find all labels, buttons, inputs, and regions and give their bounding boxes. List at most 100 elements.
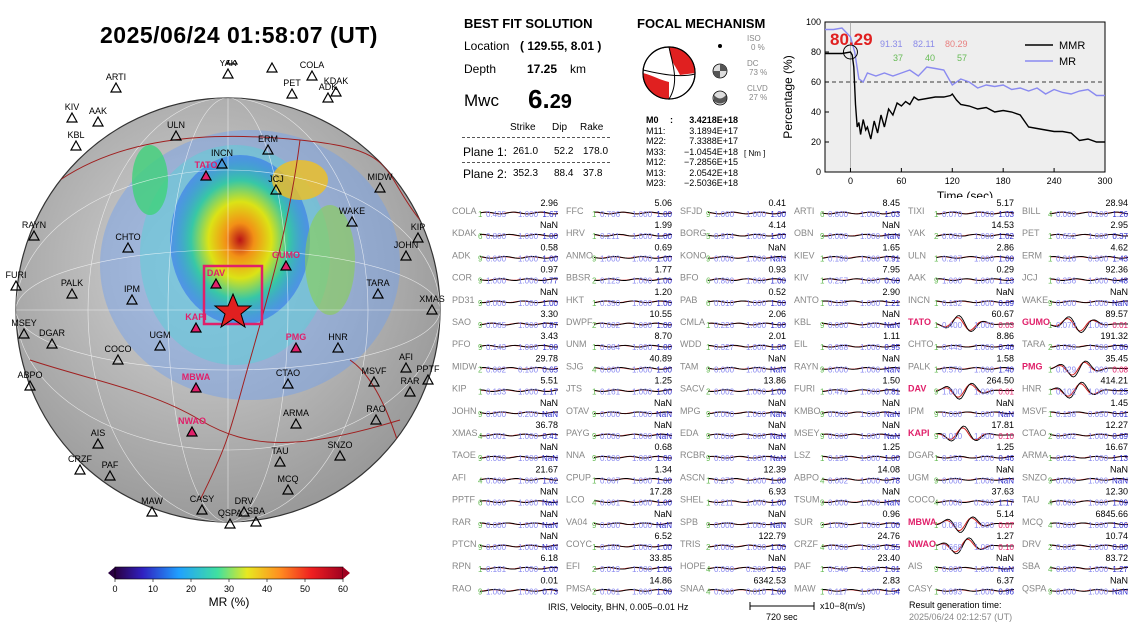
station-label: MSVF [361,366,387,376]
waveform-param-c: 1.00 [542,232,558,241]
waveform-param-a: 0.000 [486,476,507,485]
waveform-param-b: 1.000 [518,321,539,330]
waveform-param-c: 1.13 [1112,454,1128,463]
waveform-flag: 2 [934,232,939,241]
waveform-flag: 2 [1048,343,1053,352]
waveform-mr-value: 6.37 [996,575,1014,585]
tensor-row: M22: 7.3388E+17 [646,136,738,147]
waveform-station-name: TAOE [452,450,476,460]
waveform-mr-value: NaN [1110,575,1128,585]
waveform-param-a: 0.000 [600,410,621,419]
waveform-panel: TATO 60.67 1 0.400 1.000 0.03 [908,309,1015,332]
waveform-station-name: NWAO [908,539,936,549]
waveform-param-c: 0.10 [998,543,1014,552]
waveform-param-c: NaN [998,565,1014,574]
location-label: Location [464,39,510,53]
observed-trace [935,300,1015,304]
waveform-station-name: TAM [680,361,698,371]
waveform-station-name: HRV [566,228,585,238]
waveform-param-c: 1.00 [542,565,558,574]
tensor-row: M11: 3.1894E+17 [646,126,738,137]
plane1-rake: 178.0 [583,146,609,157]
waveform-mr-value: 0.41 [768,198,786,208]
station-label: ABPO [17,370,42,380]
waveform-mr-value: NaN [996,398,1014,408]
waveform-panel: EDA NaN 9 0.000 1.000 NaN [680,420,786,441]
waveform-param-b: 1.000 [518,454,539,463]
waveform-mr-value: 14.86 [649,575,672,585]
waveform-panel: JOHN NaN 9 0.000 0.200 NaN [452,398,558,419]
waveform-panel: COLA 2.96 1 0.435 1.000 1.67 [452,198,559,219]
observed-trace [708,478,787,481]
waveform-mr-value: 4.62 [1110,242,1128,252]
station-label: AAK [89,106,107,116]
waveform-mr-value: 1.65 [882,242,900,252]
waveform-param-c: 0.48 [1112,277,1128,286]
station-label: TARA [366,278,389,288]
waveform-station-name: PTCN [452,539,477,549]
waveform-param-c: 0.07 [998,521,1014,530]
waveform-panel: INCN NaN 1 0.132 1.000 0.69 [908,287,1015,308]
tensor-value: −7.2856E+15 [683,157,738,167]
dc-value: 73 % [749,68,768,77]
waveform-param-b: 1.000 [632,321,653,330]
decomposition-icons [712,44,728,106]
waveform-panel: KBL NaN 9 0.000 1.000 NaN [794,309,900,330]
waveform-param-c: 1.00 [542,299,558,308]
waveform-flag: 9 [592,410,597,419]
legend-label: MMR [1059,40,1085,52]
waveform-station-name: NNA [566,450,585,460]
waveform-flag: 1 [1048,388,1053,397]
waveform-mr-value: NaN [1110,464,1128,474]
waveform-mr-value: NaN [768,353,786,363]
waveform-station-name: INCN [908,295,930,305]
waveform-param-a: 0.000 [486,521,507,530]
station-label: HNR [328,332,348,342]
waveform-flag: 9 [592,454,597,463]
waveform-param-a: 0.117 [828,587,848,596]
waveform-param-a: 0.000 [1056,476,1077,485]
waveform-mr-value: 2.01 [768,331,786,341]
waveform-param-b: 1.000 [746,277,767,286]
waveform-panel: MIDW 29.78 2 0.002 0.100 0.65 [452,353,559,374]
waveform-mr-value: 8.86 [996,331,1014,341]
waveform-station-name: EIL [794,339,808,349]
waveform-mr-value: 1.20 [654,287,672,297]
waveform-param-a: 0.000 [714,521,735,530]
station-label: PAF [102,460,119,470]
waveform-panel: KMBO NaN 9 0.000 1.000 NaN [794,398,900,419]
waveform-flag: 1 [1048,321,1053,330]
waveform-param-b: 1.000 [860,343,881,352]
observed-trace [821,433,901,437]
waveform-param-a: 0.138 [1056,410,1077,419]
waveform-param-c: NaN [770,521,786,530]
waveform-param-a: 0.327 [714,343,735,352]
waveform-flag: 2 [1048,432,1053,441]
waveform-flag: 1 [934,343,939,352]
waveform-station-name: KONO [680,250,707,260]
waveform-panel: NWAO 1.27 1 0.668 1.000 0.10 [908,531,1015,555]
time-scale-bar [749,602,815,610]
waveform-param-c: NaN [656,521,672,530]
waveform-panel: YAK 14.53 2 0.003 1.000 1.02 [908,220,1015,241]
observed-trace [479,322,559,326]
waveform-param-a: 1.000 [600,254,621,263]
waveform-param-c: NaN [1112,476,1128,485]
waveform-param-b: 1.000 [632,521,653,530]
waveform-station-name: SJG [566,361,584,371]
waveform-param-c: 0.91 [884,254,900,263]
station-triangle-icon [261,143,275,155]
waveform-flag: 9 [706,365,711,374]
chart-annotation: 57 [957,53,967,63]
iso-value: 0 % [751,43,765,52]
waveform-panel: PAB 0.52 6 0.010 1.000 1.00 [680,287,787,308]
station-label: ADK [319,82,338,92]
waveform-param-a: 0.800 [486,232,507,241]
waveform-param-a: 0.000 [600,521,621,530]
waveform-param-a: 0.211 [600,232,620,241]
waveform-param-b: 1.000 [1088,277,1109,286]
waveform-param-b: 1.000 [518,565,539,574]
waveform-station-name: ASCN [680,472,705,482]
waveform-param-a: 0.180 [828,254,849,263]
waveform-flag: 4 [706,587,711,596]
